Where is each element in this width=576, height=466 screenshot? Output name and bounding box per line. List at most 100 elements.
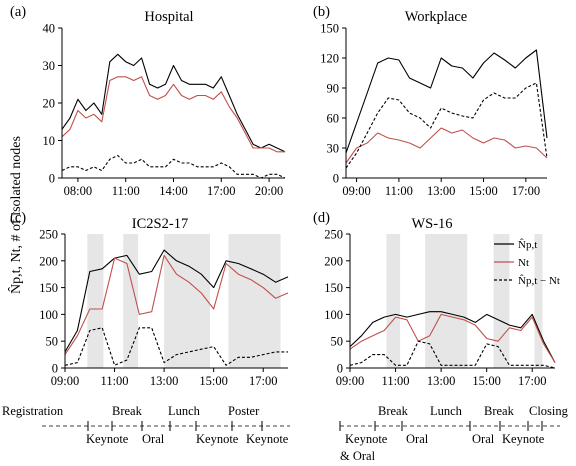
panel-title-hospital: Hospital (144, 9, 193, 25)
schedule-d-lunch: Lunch (430, 404, 463, 418)
schedule-d-break-2: Break (484, 404, 515, 418)
y-tick-label: 50 (46, 335, 59, 349)
axes: 0 10 20 30 40 08:00 11:00 14:00 17:00 20:00 0 30 60 9… (39, 22, 555, 388)
y-tick-label: 250 (39, 228, 58, 242)
y-tick-label: 20 (43, 97, 56, 111)
line-diff-a (61, 154, 286, 179)
legend-diff: N̂p,t − Nt (518, 274, 560, 287)
y-tick-label: 200 (324, 254, 343, 268)
line-np-c (64, 249, 289, 353)
y-tick-label: 60 (327, 112, 340, 126)
panel-label-d: (d) (313, 210, 330, 226)
line-np-a (61, 53, 286, 153)
plots (61, 49, 556, 369)
y-tick-label: 200 (39, 254, 58, 268)
y-tick-label: 150 (320, 22, 339, 36)
schedule-d-keynote: Keynote (345, 432, 388, 446)
schedule-c-break: Break (112, 404, 143, 418)
x-tick-label: 09:00 (342, 184, 370, 198)
y-tick-label: 30 (43, 59, 56, 73)
x-tick-label: 11:00 (112, 184, 140, 198)
y-tick-label: 150 (324, 281, 343, 295)
x-tick-label: 17:00 (512, 184, 540, 198)
x-tick-label: 08:00 (64, 184, 92, 198)
y-tick-label: 100 (39, 308, 58, 322)
legend: N̂p,t Nt N̂p,t − Nt (494, 238, 560, 287)
schedule-d-and-oral: & Oral (340, 449, 376, 463)
x-tick-label: 14:00 (159, 184, 187, 198)
session-shading (87, 234, 543, 368)
line-diff-d (349, 340, 556, 369)
y-tick-label: 40 (43, 22, 56, 36)
line-nt-b (345, 127, 548, 164)
y-tick-label: 120 (320, 52, 339, 66)
session-shade-c (228, 234, 281, 368)
panel-title-ws16: WS-16 (411, 216, 452, 232)
schedule-c-oral: Oral (142, 432, 165, 446)
x-tick-label: 20:00 (255, 184, 283, 198)
line-diff-c (64, 327, 288, 366)
axis-b (345, 28, 547, 179)
schedule-c-keynote-2: Keynote (196, 432, 239, 446)
session-shade-d (425, 234, 468, 368)
x-tick-label: 13:00 (150, 374, 178, 388)
y-tick-label: 0 (52, 362, 58, 376)
y-tick-label: 30 (327, 142, 340, 156)
schedule-d-break-1: Break (378, 404, 409, 418)
panel-label-b: (b) (313, 4, 330, 20)
schedule-d-keynote-2: Keynote (502, 432, 545, 446)
x-tick-label: 13:00 (427, 374, 455, 388)
legend-nt: Nt (518, 257, 529, 269)
y-axis-label: N̂p,t, Nt, # of isolated nodes (7, 136, 24, 294)
line-nt-d (349, 313, 556, 363)
x-tick-label: 15:00 (469, 184, 497, 198)
schedule-d-oral-1: Oral (406, 432, 429, 446)
x-tick-label: 09:00 (51, 374, 79, 388)
session-shade-c (87, 234, 104, 368)
line-nt-c (64, 254, 289, 355)
panel-label-c: (c) (10, 210, 26, 226)
y-tick-label: 100 (324, 308, 343, 322)
x-tick-label: 11:00 (382, 374, 410, 388)
session-shade-d (534, 234, 543, 368)
axis-a (61, 28, 285, 179)
y-tick-label: 150 (39, 281, 58, 295)
x-tick-label: 11:00 (385, 184, 413, 198)
schedule-c-lunch: Lunch (168, 404, 201, 418)
schedule-c-keynote-1: Keynote (86, 432, 129, 446)
x-tick-label: 15:00 (472, 374, 500, 388)
y-tick-label: 10 (43, 134, 56, 148)
panel-title-ic2s2: IC2S2-17 (132, 216, 188, 232)
x-tick-label: 17:00 (518, 374, 546, 388)
session-shade-c (164, 234, 210, 368)
panel-label-a: (a) (10, 4, 26, 20)
panel-title-workplace: Workplace (405, 9, 467, 25)
legend-np: N̂p,t (518, 238, 537, 251)
x-tick-label: 17:00 (249, 374, 277, 388)
schedule-c-keynote-3: Keynote (246, 432, 289, 446)
line-nt-a (61, 76, 285, 153)
y-tick-label: 0 (337, 362, 343, 376)
schedule-d-oral-2: Oral (472, 432, 495, 446)
line-np-d (349, 311, 556, 363)
x-tick-label: 17:00 (207, 184, 235, 198)
schedule-c: Registration Break Lunch Poster Keynote … (2, 404, 290, 446)
y-tick-label: 50 (331, 335, 344, 349)
y-tick-label: 90 (327, 82, 340, 96)
x-tick-label: 09:00 (336, 374, 364, 388)
y-tick-label: 250 (324, 228, 343, 242)
x-tick-label: 11:00 (101, 374, 129, 388)
y-tick-label: 0 (333, 172, 339, 186)
schedule-c-registration: Registration (2, 404, 64, 418)
schedule-d-closing: Closing (529, 404, 569, 418)
schedule-c-poster: Poster (228, 404, 260, 418)
schedule-d: Break Lunch Break Closing Keynote & Oral… (339, 404, 569, 463)
y-tick-label: 0 (49, 172, 55, 186)
session-shade-d (386, 234, 401, 368)
x-tick-label: 15:00 (199, 374, 227, 388)
session-shade-d (493, 234, 510, 368)
line-np-b (345, 49, 548, 154)
x-tick-label: 13:00 (427, 184, 455, 198)
line-diff-b (345, 82, 548, 169)
